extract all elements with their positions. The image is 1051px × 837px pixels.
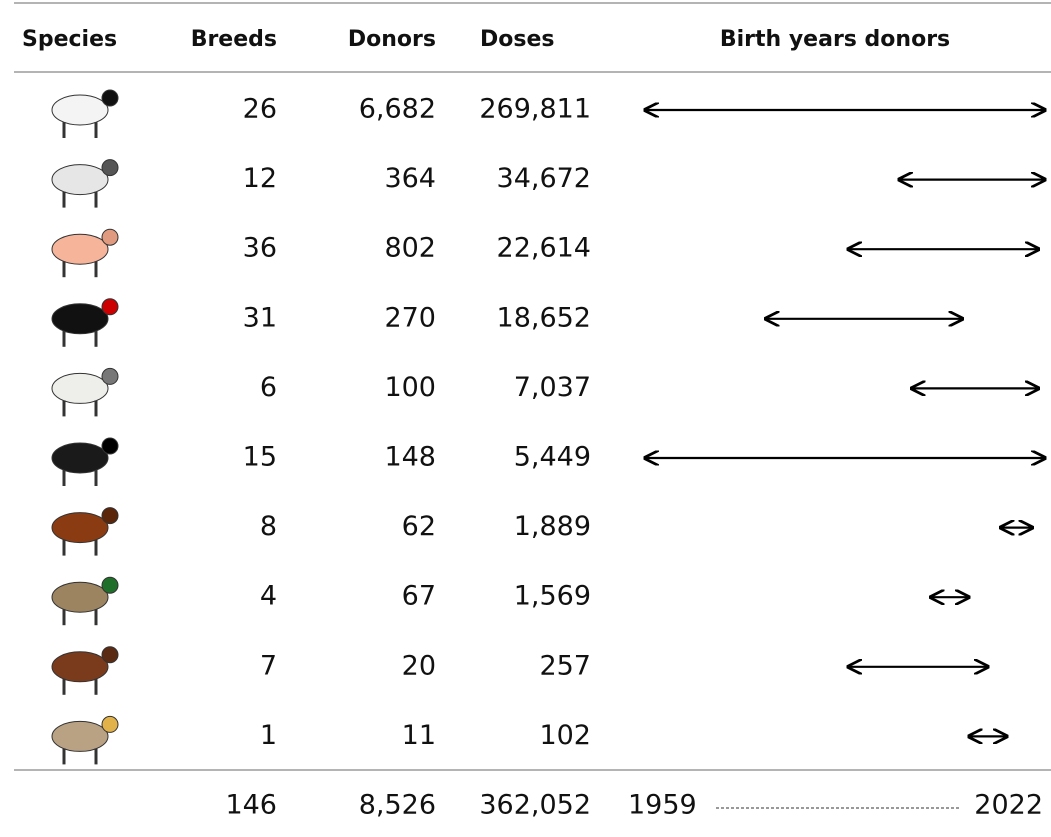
header-breeds: Breeds [191,27,277,52]
breeds-cell: 1 [260,720,277,751]
icon-body [52,652,108,682]
icon-body [52,513,108,543]
donors-cell: 62 [402,511,436,542]
donors-cell: 20 [402,650,436,681]
species-icon [52,299,118,347]
species-icon [52,508,118,556]
icon-head [102,577,118,593]
header-birth-years: Birth years donors [720,27,950,52]
icon-body [52,373,108,403]
species-icon [52,160,118,208]
doses-cell: 257 [539,650,591,681]
breeds-cell: 26 [243,94,277,125]
doses-cell: 102 [539,720,591,751]
icon-head [102,229,118,245]
breeds-cell: 4 [260,581,277,612]
donors-cell: 11 [402,720,436,751]
icon-head [102,160,118,176]
icon-body [52,443,108,473]
icon-body [52,721,108,751]
icon-body [52,582,108,612]
doses-cell: 5,449 [514,442,591,473]
icon-head [102,368,118,384]
breeds-cell: 31 [243,302,277,333]
doses-cell: 1,889 [514,511,591,542]
donors-cell: 364 [384,163,436,194]
last-year: 2022 [974,790,1043,821]
icon-head [102,508,118,524]
doses-cell: 269,811 [479,94,591,125]
species-icon [52,438,118,486]
doses-cell: 34,672 [497,163,591,194]
icon-body [52,95,108,125]
donors-cell: 802 [384,233,436,264]
species-icon [52,577,118,625]
icon-head [102,299,118,315]
doses-cell: 7,037 [514,372,591,403]
donors-cell: 67 [402,581,436,612]
icon-head [102,647,118,663]
species-icon [52,716,118,764]
breeds-cell: 7 [260,650,277,681]
species-icon [52,647,118,695]
species-icon [52,368,118,416]
header-species: Species [22,27,117,52]
icon-head [102,90,118,106]
doses-cell: 22,614 [497,233,591,264]
species-table: Species Breeds Donors Doses Birth years … [0,0,1051,837]
breeds-cell: 36 [243,233,277,264]
icon-head [102,716,118,732]
breeds-cell: 6 [260,372,277,403]
header-donors: Donors [348,27,436,52]
donors-cell: 148 [384,442,436,473]
first-year: 1959 [628,790,697,821]
header-doses: Doses [480,27,555,52]
icon-head [102,438,118,454]
donors-cell: 6,682 [359,94,436,125]
breeds-cell: 15 [243,442,277,473]
donors-cell: 100 [384,372,436,403]
icon-body [52,304,108,334]
icon-body [52,234,108,264]
species-icon [52,90,118,138]
doses-cell: 18,652 [497,302,591,333]
total-breeds: 146 [225,790,277,821]
icon-body [52,165,108,195]
breeds-cell: 8 [260,511,277,542]
donors-cell: 270 [384,302,436,333]
species-icon [52,229,118,277]
total-donors: 8,526 [359,790,436,821]
total-doses: 362,052 [479,790,591,821]
doses-cell: 1,569 [514,581,591,612]
breeds-cell: 12 [243,163,277,194]
